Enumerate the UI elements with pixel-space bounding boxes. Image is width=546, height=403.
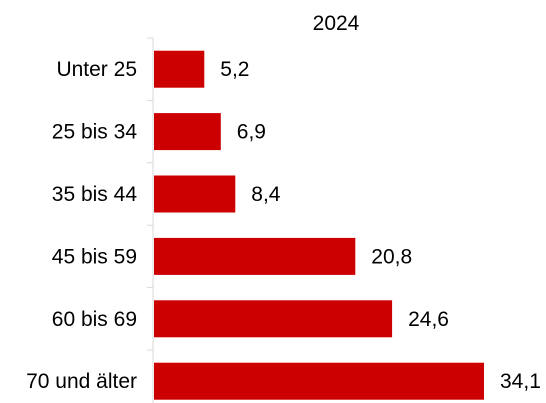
bar — [154, 175, 236, 213]
category-labels: Unter 25 25 bis 34 35 bis 44 45 bis 59 60 bi… — [26, 58, 137, 393]
category-label: Unter 25 — [56, 58, 137, 81]
category-label: 60 bis 69 — [52, 308, 137, 331]
data-label: 24,6 — [408, 308, 449, 331]
data-label: 8,4 — [251, 183, 281, 206]
bar — [154, 362, 484, 400]
value-labels: 5,2 6,9 8,4 20,8 24,6 34,1 — [220, 58, 541, 393]
data-label: 20,8 — [371, 245, 412, 268]
bars — [154, 50, 484, 400]
data-label: 34,1 — [500, 370, 541, 393]
category-label: 45 bis 59 — [52, 245, 137, 268]
bar — [154, 237, 356, 275]
bar — [154, 50, 205, 88]
category-label: 25 bis 34 — [52, 121, 138, 144]
chart-title: 2024 — [313, 12, 360, 35]
data-label: 5,2 — [220, 58, 249, 81]
category-label: 35 bis 44 — [52, 183, 138, 206]
y-axis-ticks — [147, 37, 153, 351]
category-label: 70 und älter — [26, 370, 137, 393]
bar — [154, 300, 393, 338]
data-label: 6,9 — [237, 121, 266, 144]
bar — [154, 113, 221, 151]
